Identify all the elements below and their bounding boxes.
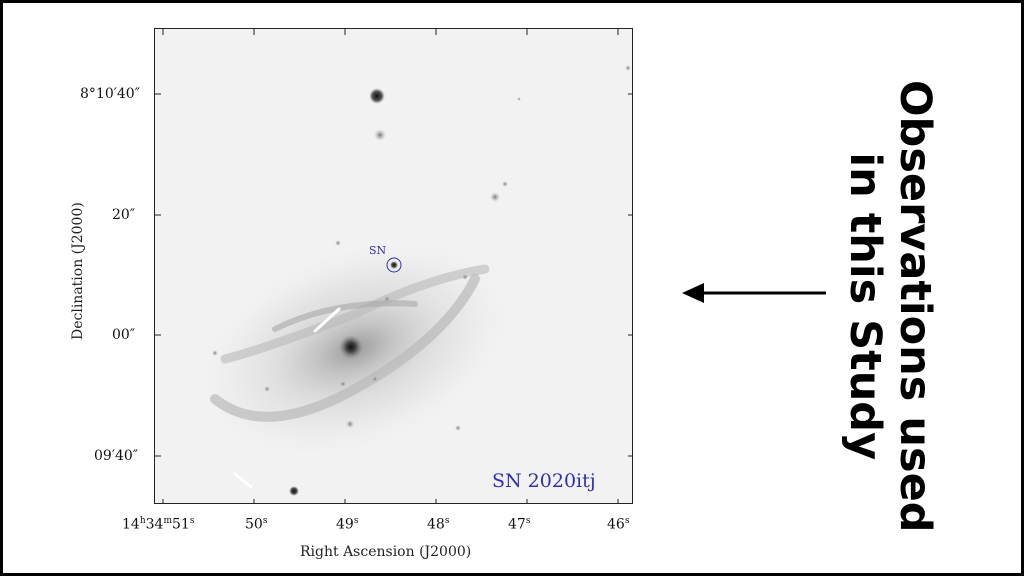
x-axis-title: Right Ascension (J2000) <box>300 544 472 560</box>
y-tick-label: 09′40″ <box>94 448 139 464</box>
x-tick-label: 49s <box>336 516 359 533</box>
sn-marker-label: SN <box>369 244 387 257</box>
y-tick-label: 00″ <box>112 327 136 343</box>
x-tick-label: 47s <box>508 516 531 533</box>
y-tick-label: 20″ <box>112 207 136 223</box>
y-tick-label: 8°10′40″ <box>80 86 140 102</box>
target-name-label: SN 2020itj <box>492 470 596 492</box>
y-axis-title: Declination (J2000) <box>70 202 86 340</box>
study-annotation: Observations used in this Study <box>840 80 940 533</box>
x-tick-label: 46s <box>607 516 630 533</box>
left-arrow-icon <box>682 283 826 303</box>
x-tick-label: 14h34m51s <box>122 516 195 533</box>
galaxy-image <box>154 28 633 504</box>
annotation-line-1: Observations used <box>890 80 940 533</box>
annotation-line-2: in this Study <box>840 152 890 461</box>
x-tick-label: 50s <box>245 516 268 533</box>
x-tick-label: 48s <box>427 516 450 533</box>
galaxy-svg <box>155 29 632 503</box>
